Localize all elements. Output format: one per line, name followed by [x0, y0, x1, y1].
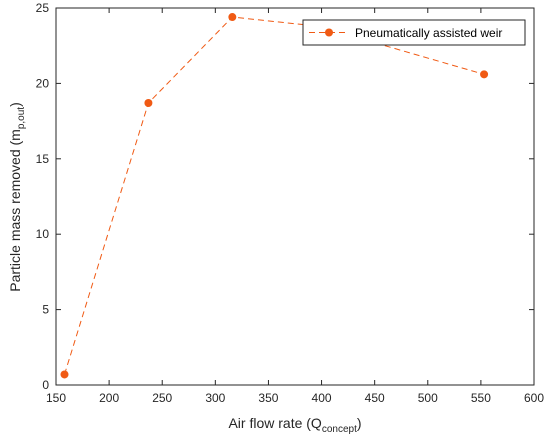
x-tick-label: 300 — [205, 391, 225, 405]
data-point — [228, 13, 237, 22]
data-point — [144, 99, 153, 108]
x-tick-label: 200 — [99, 391, 119, 405]
plot-area — [55, 7, 535, 386]
legend: Pneumatically assisted weir — [302, 19, 526, 46]
y-tick-label: 5 — [42, 303, 49, 317]
x-tick-label: 250 — [152, 391, 172, 405]
y-tick-label: 20 — [36, 76, 50, 90]
axis-ticks: 150 200 250 300 350 400 450 500 550 600 0 5 10 15 20 25 — [36, 1, 545, 405]
y-tick-label: 0 — [42, 378, 49, 392]
y-axis-label: Particle mass removed (mp,out) — [7, 102, 27, 292]
legend-marker — [325, 28, 333, 37]
x-tick-label: 150 — [46, 391, 66, 405]
x-tick-label: 600 — [524, 391, 544, 405]
y-tick-label: 25 — [36, 1, 50, 15]
x-tick-label: 350 — [258, 391, 278, 405]
y-tick-label: 15 — [36, 152, 50, 166]
x-tick-label: 400 — [312, 391, 332, 405]
x-tick-label: 550 — [471, 391, 491, 405]
data-series — [60, 13, 489, 379]
x-tick-label: 450 — [365, 391, 385, 405]
legend-label: Pneumatically assisted weir — [355, 26, 502, 40]
x-axis-label: Air flow rate (Qconcept) — [228, 415, 361, 435]
x-tick-label: 500 — [418, 391, 438, 405]
y-tick-label: 10 — [36, 227, 50, 241]
data-point — [60, 370, 69, 379]
data-point — [480, 70, 489, 79]
